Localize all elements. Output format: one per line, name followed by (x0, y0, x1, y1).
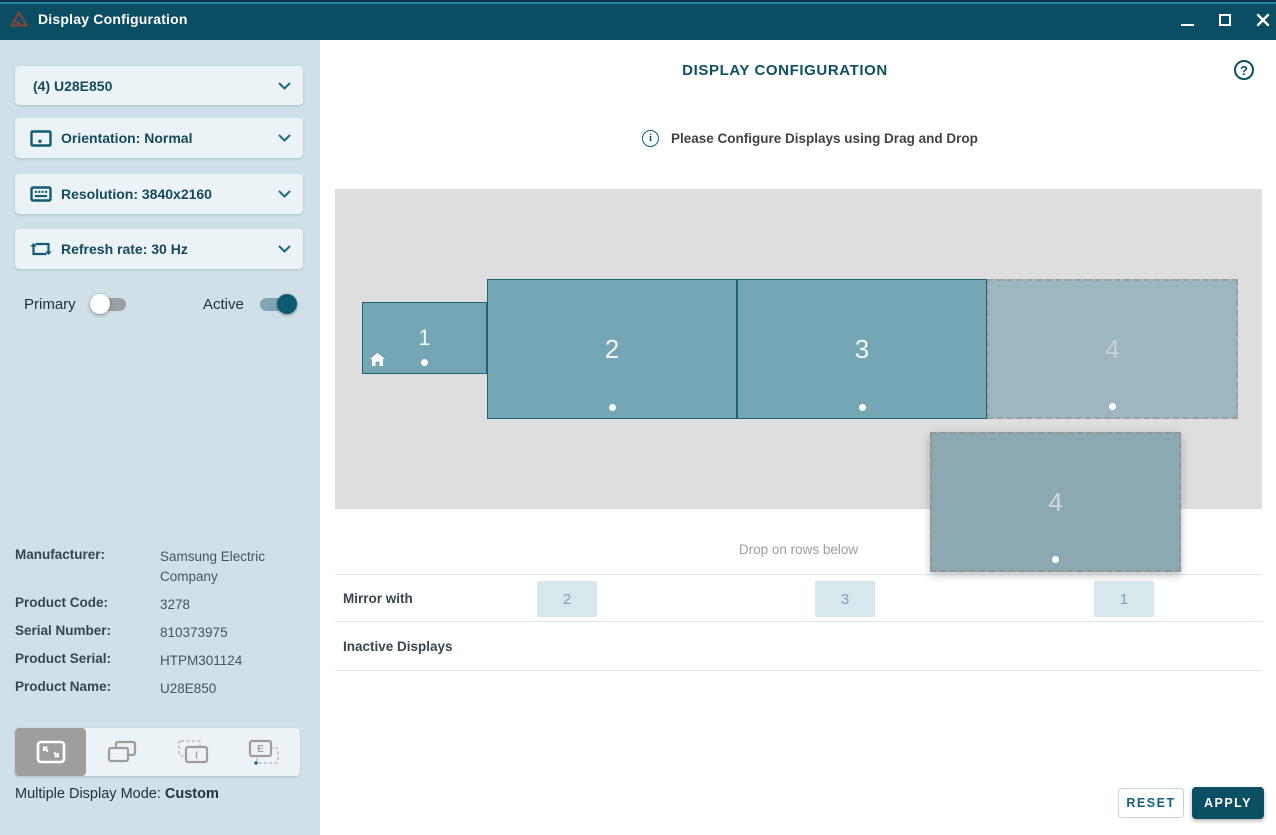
mirror-with-label: Mirror with (343, 591, 413, 606)
product-code-value: 3278 (160, 597, 191, 612)
product-name-label: Product Name: (15, 679, 112, 694)
mode-internal-only-button[interactable]: I (158, 728, 229, 776)
serial-number-label: Serial Number: (15, 623, 112, 638)
chevron-down-icon (278, 82, 291, 90)
refresh-rate-label: Refresh rate: 30 Hz (61, 241, 188, 257)
multiple-display-mode-text: Multiple Display Mode: Custom (15, 786, 219, 802)
active-toggle-label: Active (203, 296, 244, 313)
home-icon (370, 353, 385, 366)
display-number: 1 (418, 325, 431, 350)
divider (335, 670, 1262, 671)
mode-mirror-button[interactable] (86, 728, 157, 776)
primary-toggle[interactable] (90, 294, 126, 314)
apply-button[interactable]: APPLY (1192, 787, 1264, 819)
chevron-down-icon (278, 134, 291, 142)
external-only-mode-icon: E (249, 739, 280, 765)
product-serial-value: HTPM301124 (160, 653, 243, 668)
help-icon: ? (1240, 63, 1248, 78)
refresh-rate-icon (29, 240, 53, 258)
device-select-label: (4) U28E850 (33, 77, 113, 94)
display-4-drop-placeholder[interactable]: 4 (987, 279, 1238, 419)
internal-only-mode-icon: I (178, 740, 209, 764)
product-name-value: U28E850 (160, 681, 217, 696)
svg-text:E: E (258, 744, 265, 755)
active-toggle-knob (277, 294, 297, 314)
svg-text:I: I (195, 751, 198, 762)
display-number: 2 (604, 333, 620, 364)
resolution-icon (29, 186, 53, 202)
close-button[interactable] (1250, 8, 1276, 32)
primary-toggle-label: Primary (24, 296, 76, 313)
custom-mode-icon (36, 740, 65, 764)
product-code-label: Product Code: (15, 595, 108, 610)
titlebar: Display Configuration (0, 0, 1276, 40)
mode-custom-button[interactable] (15, 728, 87, 776)
manufacturer-value: Samsung Electric Company (160, 549, 266, 584)
display-3[interactable]: 3 (737, 279, 987, 419)
display-number: 4 (1105, 333, 1120, 364)
maximize-button[interactable] (1212, 8, 1238, 32)
refresh-rate-dropdown[interactable]: Refresh rate: 30 Hz (15, 229, 303, 269)
manufacturer-label: Manufacturer: (15, 547, 106, 562)
display-1[interactable]: 1 (362, 302, 487, 374)
mirror-chip-1[interactable]: 1 (1094, 581, 1154, 617)
primary-toggle-knob (90, 294, 110, 314)
mirror-mode-icon (107, 740, 136, 763)
mode-text-value: Custom (164, 786, 219, 802)
page-title: DISPLAY CONFIGURATION (682, 62, 888, 79)
orientation-icon (29, 129, 53, 147)
display-dot (608, 404, 616, 411)
mode-text-label: Multiple Display Mode: (15, 786, 165, 802)
info-banner: i Please Configure Displays using Drag a… (642, 130, 978, 147)
divider (335, 621, 1262, 622)
minimize-icon (1180, 24, 1194, 26)
sidebar: (4) U28E850 Orientation: Normal Resoluti… (0, 40, 320, 835)
device-select-dropdown[interactable]: (4) U28E850 (15, 66, 303, 105)
resolution-label: Resolution: 3840x2160 (61, 186, 212, 202)
product-serial-label: Product Serial: (15, 651, 112, 666)
display-mode-bar: I E (15, 728, 300, 776)
divider (335, 574, 1262, 575)
maximize-icon (1219, 14, 1231, 26)
chevron-down-icon (278, 245, 291, 253)
display-dot (1109, 403, 1116, 410)
info-icon: i (642, 130, 659, 147)
display-number: 4 (1048, 486, 1063, 517)
display-4-dragging[interactable]: 4 (930, 432, 1181, 572)
drop-hint-text: Drop on rows below (738, 542, 859, 557)
window-title: Display Configuration (38, 11, 188, 27)
display-dot (1052, 556, 1059, 563)
chevron-down-icon (278, 190, 291, 198)
display-dot (858, 404, 866, 411)
display-number: 3 (854, 333, 870, 364)
mode-external-only-button[interactable]: E (229, 728, 300, 776)
app-logo-icon (10, 11, 28, 27)
serial-number-value: 810373975 (160, 625, 228, 640)
display-2[interactable]: 2 (487, 279, 737, 419)
orientation-dropdown[interactable]: Orientation: Normal (15, 118, 303, 158)
active-toggle[interactable] (260, 294, 297, 314)
info-text: Please Configure Displays using Drag and… (671, 131, 978, 146)
orientation-label: Orientation: Normal (61, 130, 193, 146)
display-dot (421, 359, 428, 366)
mirror-chip-2[interactable]: 2 (537, 581, 597, 617)
resolution-dropdown[interactable]: Resolution: 3840x2160 (15, 174, 303, 214)
minimize-button[interactable] (1174, 8, 1200, 32)
help-button[interactable]: ? (1234, 60, 1254, 80)
close-icon (1256, 13, 1270, 27)
inactive-displays-label: Inactive Displays (343, 639, 453, 654)
reset-button[interactable]: RESET (1118, 788, 1184, 818)
mirror-chip-3[interactable]: 3 (815, 581, 875, 617)
